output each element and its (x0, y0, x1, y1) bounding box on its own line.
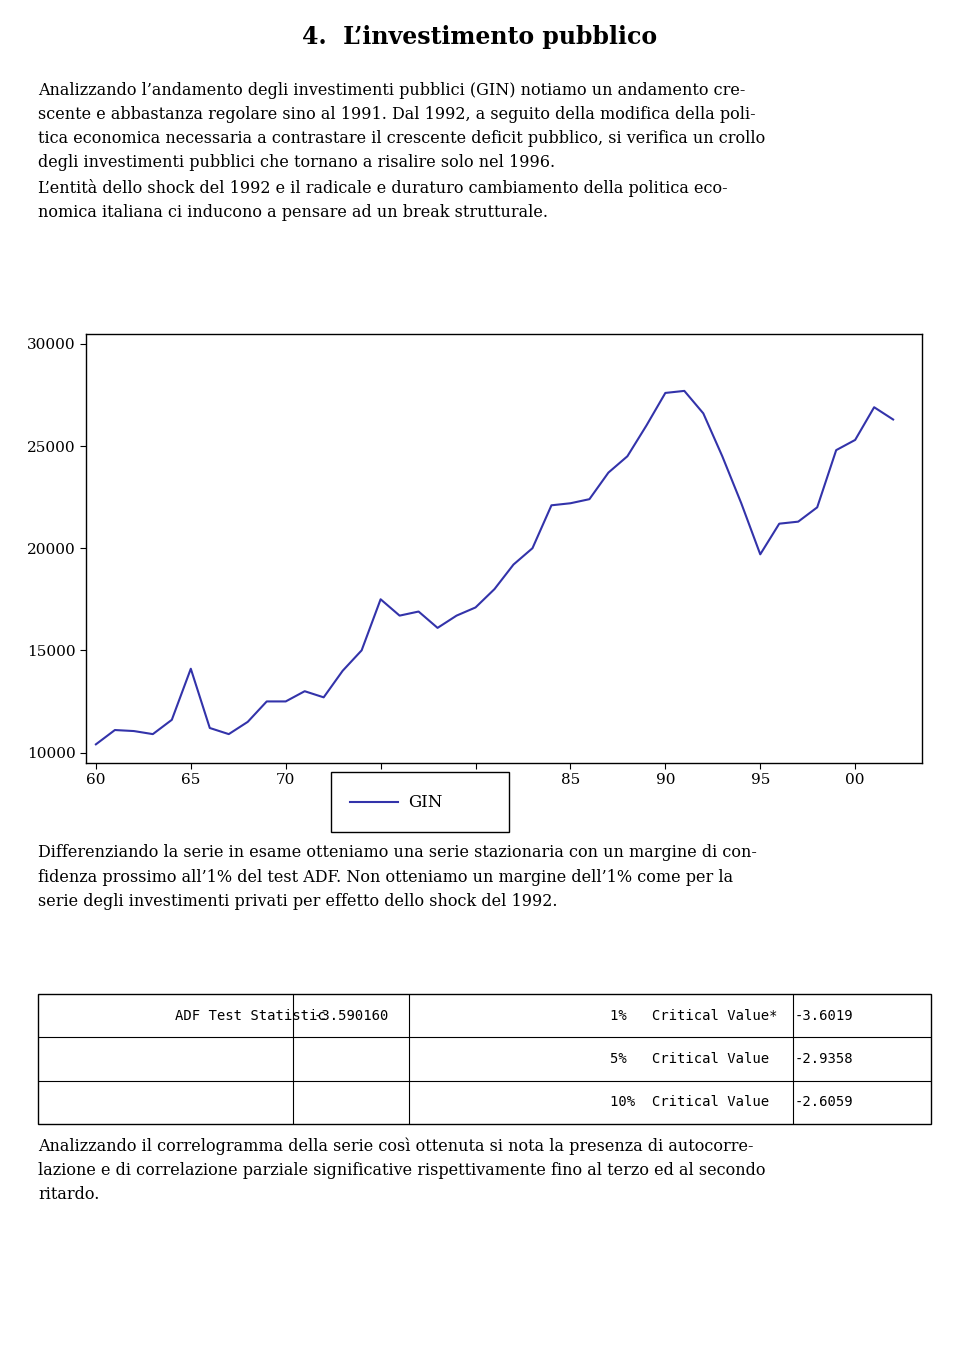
Text: -2.6059: -2.6059 (795, 1095, 853, 1109)
Text: Analizzando il correlogramma della serie così ottenuta si nota la presenza di au: Analizzando il correlogramma della serie… (38, 1137, 766, 1203)
Text: GIN: GIN (408, 794, 443, 810)
Text: Analizzando l’andamento degli investimenti pubblici (GIN) notiamo un andamento c: Analizzando l’andamento degli investimen… (38, 82, 766, 221)
Text: 10%  Critical Value: 10% Critical Value (610, 1095, 778, 1109)
Text: 1%   Critical Value*: 1% Critical Value* (610, 1009, 778, 1023)
Text: 5%   Critical Value: 5% Critical Value (610, 1051, 778, 1066)
Text: -2.9358: -2.9358 (795, 1051, 853, 1066)
Text: Differenziando la serie in esame otteniamo una serie stazionaria con un margine : Differenziando la serie in esame ottenia… (38, 844, 757, 910)
Text: -3.6019: -3.6019 (795, 1009, 853, 1023)
Text: -3.590160: -3.590160 (313, 1009, 389, 1023)
Text: ADF Test Statistic: ADF Test Statistic (175, 1009, 325, 1023)
FancyBboxPatch shape (331, 772, 509, 832)
Text: 4.  L’investimento pubblico: 4. L’investimento pubblico (302, 26, 658, 49)
